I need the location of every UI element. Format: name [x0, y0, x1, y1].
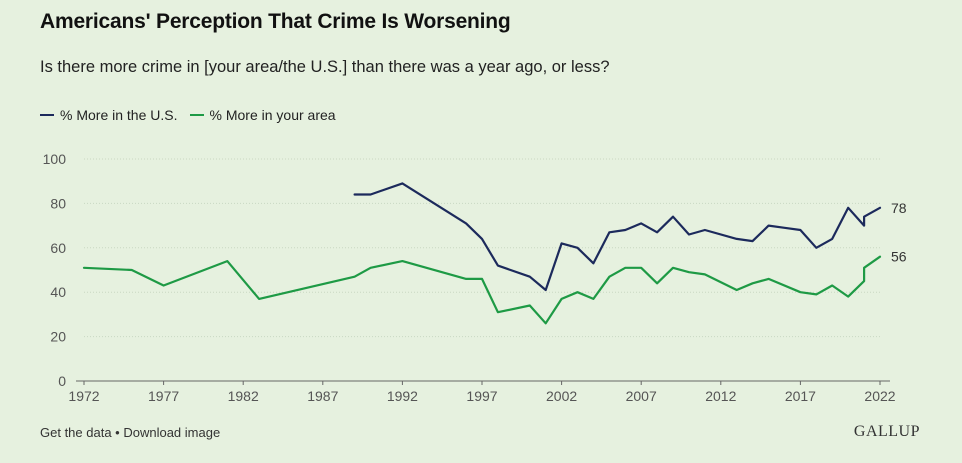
legend-item-area[interactable]: % More in your area	[189, 107, 336, 123]
x-tick-label-1987: 1987	[307, 388, 338, 404]
x-tick-label-1997: 1997	[466, 388, 497, 404]
x-tick-label-2022: 2022	[864, 388, 895, 404]
legend-swatch-us	[40, 114, 54, 116]
y-tick-label-80: 80	[50, 195, 66, 211]
end-label-series-0: 78	[891, 200, 907, 216]
y-tick-label-60: 60	[50, 240, 66, 256]
x-tick-label-1992: 1992	[387, 388, 418, 404]
x-tick-label-1977: 1977	[148, 388, 179, 404]
y-tick-label-100: 100	[43, 151, 67, 167]
x-tick-label-2017: 2017	[785, 388, 816, 404]
gallup-logo: GALLUP	[853, 423, 920, 440]
y-tick-label-0: 0	[58, 373, 66, 389]
end-label-series-1: 56	[891, 249, 907, 265]
footer-links: Get the data • Download image	[40, 425, 220, 440]
y-tick-label-40: 40	[50, 284, 66, 300]
legend-label-us: % More in the U.S.	[60, 107, 178, 123]
x-tick-label-2007: 2007	[626, 388, 657, 404]
legend-swatch-area	[189, 114, 204, 116]
y-tick-label-20: 20	[50, 329, 66, 345]
line-chart: 0 20 40 60 80 100 1972 1977 1982 1987 1992 1997 2002…	[43, 151, 907, 404]
footer-separator: •	[111, 425, 124, 440]
chart-subtitle: Is there more crime in [your area/the U.…	[40, 58, 610, 76]
legend-label-area: % More in your area	[209, 107, 336, 123]
chart-title: Americans' Perception That Crime Is Wors…	[40, 10, 511, 33]
legend: % More in the U.S. % More in your area	[40, 107, 348, 123]
get-data-link[interactable]: Get the data	[40, 425, 112, 440]
series-line-1	[82, 255, 882, 325]
legend-item-us[interactable]: % More in the U.S.	[40, 107, 178, 123]
x-tick-label-2012: 2012	[705, 388, 736, 404]
x-tick-label-1972: 1972	[68, 388, 99, 404]
x-tick-label-2002: 2002	[546, 388, 577, 404]
download-image-link[interactable]: Download image	[123, 425, 221, 440]
series-line-0	[353, 182, 882, 292]
x-tick-label-1982: 1982	[228, 388, 259, 404]
